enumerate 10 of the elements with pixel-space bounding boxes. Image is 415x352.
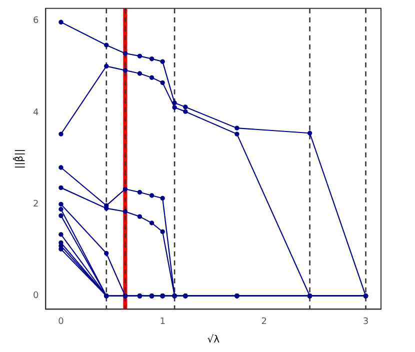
y-tick-label: 6 [32, 16, 39, 26]
x-tick-label: 1 [160, 316, 166, 327]
y-tick-label: 2 [32, 200, 39, 210]
x-tick-label: 2 [261, 316, 268, 327]
y-tick-label: 4 [32, 108, 39, 118]
y-axis-title: ||β̂|| [12, 148, 26, 169]
x-tick-label: 3 [362, 316, 369, 327]
x-tick-label: 0 [58, 316, 64, 327]
y-tick-label: 0 [32, 291, 39, 302]
x-axis-title: √λ [207, 334, 220, 346]
